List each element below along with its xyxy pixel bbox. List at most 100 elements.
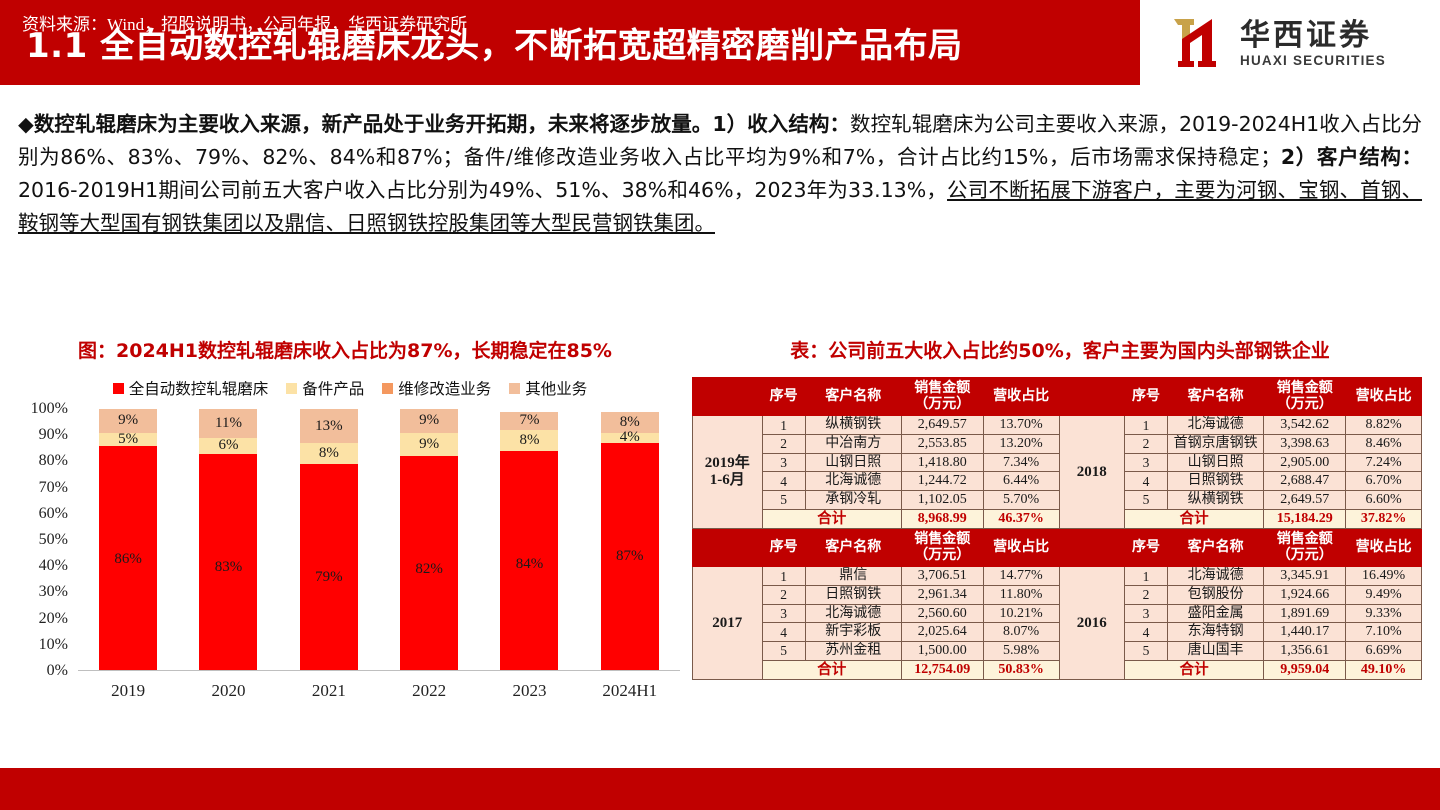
stacked-bar[interactable]: 9% 5% 86% xyxy=(99,409,158,671)
table-cell-no: 5 xyxy=(1124,640,1169,661)
bar-segment[interactable]: 9% xyxy=(400,432,459,457)
bar-segment[interactable]: 83% xyxy=(199,453,258,671)
chart-legend: 全自动数控轧辊磨床 备件产品 维修改造业务 其他业务 xyxy=(20,375,680,401)
table-cell-no: 1 xyxy=(1124,415,1169,436)
bar-segment[interactable]: 8% xyxy=(299,443,358,465)
table-row: 5 承钢冷轧 1,102.05 5.70% 5 纵横钢铁 2,649.57 6.60% xyxy=(693,490,1422,510)
legend-item[interactable]: 其他业务 xyxy=(509,377,587,399)
bar-segment[interactable]: 82% xyxy=(400,456,459,671)
table-period-cell: 2018 xyxy=(1058,415,1126,529)
table-cell-share: 14.77% xyxy=(982,566,1060,586)
table-row: 4 新宇彩板 2,025.64 8.07% 4 东海特钢 1,440.17 7.10% xyxy=(693,622,1422,642)
revenue-mix-chart: 全自动数控轧辊磨床 备件产品 维修改造业务 其他业务 0% 10% 20% 30% 40% 50… xyxy=(20,375,680,720)
table-cell-amount: 3,706.51 xyxy=(900,566,984,586)
bar-segment-label: 86% xyxy=(114,550,142,567)
bar-segment-label: 83% xyxy=(214,558,243,575)
table-cell-no: 4 xyxy=(761,471,806,492)
bar-segment[interactable]: 84% xyxy=(500,450,559,671)
table-cell-no: 5 xyxy=(761,490,806,510)
table-cell-amount: 1,418.80 xyxy=(900,452,984,473)
x-axis-tick-label: 2024H1 xyxy=(602,681,658,700)
bar-segment[interactable]: 6% xyxy=(199,437,258,454)
table-header-amount: 销售金额 （万元） xyxy=(1263,527,1347,568)
table-cell-no: 2 xyxy=(761,434,806,454)
bar-segment[interactable]: 7% xyxy=(500,411,559,430)
table-total-label: 合计 xyxy=(761,659,902,680)
legend-swatch-icon xyxy=(286,382,298,394)
table-header-no: 序号 xyxy=(1124,527,1169,568)
table-header-no: 序号 xyxy=(1124,376,1169,417)
legend-item[interactable]: 备件产品 xyxy=(286,377,364,399)
bar-segment-label: 9% xyxy=(118,412,139,429)
bar-segment[interactable]: 9% xyxy=(99,409,158,433)
table-header-name: 客户名称 xyxy=(804,527,902,568)
table-cell-name: 北海诚德 xyxy=(804,471,902,492)
table-header-row: 序号 客户名称 销售金额 （万元） 营收占比 序号 客户名称 销售金额 （万元） 营收占比 xyxy=(692,376,1422,417)
stacked-bar[interactable]: 9% 9% 82% xyxy=(400,409,459,671)
bar-segment[interactable]: 87% xyxy=(600,443,659,671)
stacked-bar[interactable]: 11% 6% 83% xyxy=(199,409,258,671)
huaxi-logo-icon xyxy=(1168,15,1230,73)
table-header-share: 营收占比 xyxy=(982,376,1060,417)
legend-item[interactable]: 全自动数控轧辊磨床 xyxy=(112,377,268,399)
bar-segment-label: 82% xyxy=(415,561,443,578)
bar-column[interactable]: 9% 5% 86% xyxy=(78,409,178,671)
y-axis-tick-label: 60% xyxy=(38,504,68,522)
logo-brand-cn: 华西证券 xyxy=(1240,17,1372,53)
gridline xyxy=(78,435,680,436)
paragraph-seg-2: 2016-2019H1期间公司前五大客户收入占比分别为49%、51%、38%和4… xyxy=(18,178,948,202)
stacked-bar[interactable]: 13% 8% 79% xyxy=(299,409,358,671)
bar-column[interactable]: 8% 4% 87% xyxy=(580,409,680,671)
legend-swatch-icon xyxy=(382,382,394,394)
page-number: 5 xyxy=(1395,10,1404,30)
table-cell-no: 4 xyxy=(761,622,806,642)
table-cell-name: 苏州金租 xyxy=(804,640,902,661)
table-cell-share: 9.33% xyxy=(1345,603,1422,624)
table-cell-no: 2 xyxy=(1124,434,1169,454)
bar-segment[interactable]: 11% xyxy=(199,409,258,438)
y-axis-tick-label: 30% xyxy=(38,583,68,601)
table-cell-name: 包钢股份 xyxy=(1167,584,1265,605)
table-cell-amount: 1,891.69 xyxy=(1263,603,1347,624)
bar-column[interactable]: 11% 6% 83% xyxy=(179,409,279,671)
table-cell-no: 2 xyxy=(761,584,806,605)
table-header-blank xyxy=(692,527,763,568)
table-header-no: 序号 xyxy=(761,376,806,417)
table-cell-amount: 1,102.05 xyxy=(900,490,984,510)
bar-segment[interactable]: 5% xyxy=(99,431,158,447)
bar-segment[interactable]: 13% xyxy=(299,409,358,444)
paragraph-seg-1: 数控轧辊磨床为公司主要收入来源，2019-2024H1收入占比分别为86%、83… xyxy=(18,112,1423,169)
table-cell-name: 中冶南方 xyxy=(804,434,902,454)
bar-segment[interactable]: 8% xyxy=(600,411,659,433)
table-header-name: 客户名称 xyxy=(804,376,902,417)
bar-column[interactable]: 13% 8% 79% xyxy=(279,409,379,671)
bar-segment[interactable]: 4% xyxy=(600,429,659,445)
table-cell-amount: 1,244.72 xyxy=(900,471,984,492)
bar-column[interactable]: 9% 9% 82% xyxy=(379,409,479,671)
table-total-amount: 15,184.29 xyxy=(1263,508,1347,529)
x-axis-tick-label: 2021 xyxy=(311,681,346,700)
legend-label: 其他业务 xyxy=(525,380,588,398)
table-total-amount: 9,959.04 xyxy=(1263,659,1347,680)
table-total-label: 合计 xyxy=(761,508,902,529)
gridline xyxy=(78,619,680,620)
logo-text: 华西证券 HUAXI SECURITIES xyxy=(1240,20,1386,69)
legend-item[interactable]: 维修改造业务 xyxy=(382,377,491,399)
table-cell-amount: 1,440.17 xyxy=(1263,622,1347,642)
bar-column[interactable]: 7% 8% 84% xyxy=(480,409,580,671)
table-period-cell: 2019年 1-6月 xyxy=(692,415,763,529)
x-axis-tick-label: 2022 xyxy=(412,681,447,700)
stacked-bar[interactable]: 8% 4% 87% xyxy=(600,411,659,671)
table-cell-name: 北海诚德 xyxy=(1167,566,1265,586)
table-cell-amount: 2,553.85 xyxy=(900,434,984,454)
bar-segment[interactable]: 9% xyxy=(400,409,459,433)
bar-segment[interactable]: 8% xyxy=(500,429,559,451)
stacked-bar[interactable]: 7% 8% 84% xyxy=(500,411,559,671)
logo-brand-en: HUAXI SECURITIES xyxy=(1240,53,1386,69)
y-axis-tick-label: 80% xyxy=(38,452,68,470)
table-cell-name: 纵横钢铁 xyxy=(804,415,902,436)
bar-segment[interactable]: 86% xyxy=(99,445,158,671)
bar-segment[interactable]: 79% xyxy=(299,464,358,671)
legend-label: 维修改造业务 xyxy=(398,380,492,398)
table-period-cell: 2017 xyxy=(692,566,763,680)
